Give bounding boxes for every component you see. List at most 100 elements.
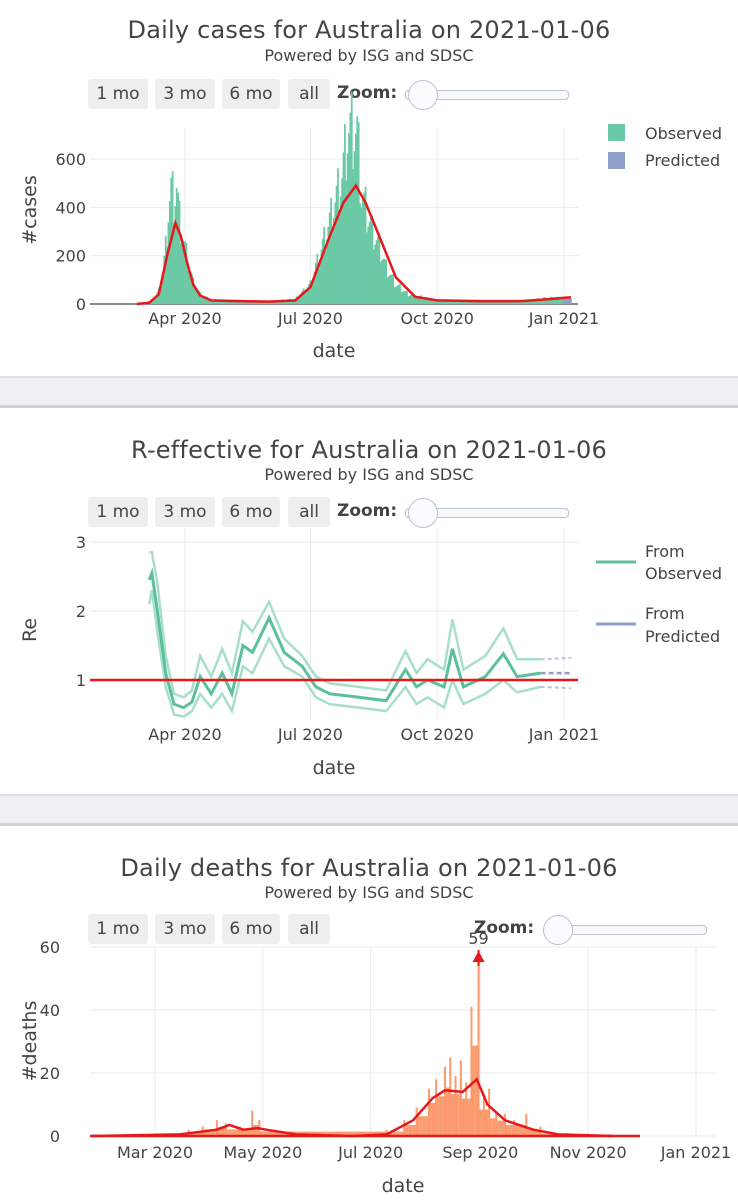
cases-bar: [159, 291, 162, 304]
deaths-bar: [520, 1124, 522, 1136]
cases-bar: [338, 213, 341, 304]
cases-chart-title: Daily cases for Australia on 2021-01-06: [127, 16, 611, 44]
cases-bar: [366, 232, 368, 304]
deaths-bar: [429, 1102, 432, 1136]
deaths-bar: [208, 1129, 211, 1136]
deaths-bar: [244, 1129, 247, 1136]
cases-bar: [397, 284, 400, 304]
reff-range-1mo-button[interactable]: 1 mo: [88, 497, 148, 527]
cases-bar: [250, 301, 253, 304]
cases-bar: [304, 293, 306, 304]
reff-predicted-upper-line: [540, 656, 571, 661]
cases-bar: [456, 301, 459, 304]
cases-bar: [306, 287, 309, 304]
cases-bar: [538, 300, 541, 304]
reff-legend-predicted-label-1: From: [645, 604, 685, 623]
cases-bar: [382, 259, 385, 304]
cases-bar: [428, 299, 430, 304]
cases-y-tick-label: 400: [55, 198, 86, 217]
cases-bar: [186, 270, 189, 304]
reff-range-3mo-button[interactable]: 3 mo: [155, 497, 215, 527]
cases-bar: [166, 246, 168, 304]
deaths-bar: [359, 1131, 361, 1136]
cases-bar: [262, 301, 265, 304]
cases-bar: [505, 301, 508, 304]
deaths-bar: [345, 1131, 347, 1136]
cases-bar: [490, 301, 492, 304]
deaths-bar: [490, 1118, 492, 1136]
cases-bar: [324, 251, 327, 304]
cases-range-6mo-button[interactable]: 6 mo: [222, 79, 280, 109]
deaths-bar: [249, 1129, 252, 1136]
deaths-bar: [445, 1087, 448, 1136]
cases-bar: [277, 301, 280, 304]
cases-bar: [429, 299, 432, 304]
cases-bar: [190, 273, 193, 304]
cases-bar: [237, 300, 240, 304]
reff-zoom-slider-handle[interactable]: [408, 498, 438, 528]
deaths-bar: [279, 1131, 282, 1136]
cases-bar: [182, 241, 185, 304]
cases-bar: [309, 280, 312, 304]
deaths-bar: [240, 1129, 243, 1136]
cases-bar: [349, 112, 352, 304]
cases-zoom-slider-track[interactable]: [405, 90, 569, 100]
reff-range-all-button[interactable]: all: [288, 497, 330, 527]
deaths-bar: [486, 1109, 489, 1136]
cases-bar: [437, 300, 440, 304]
cases-bar: [392, 274, 395, 304]
cases-bar: [513, 301, 516, 304]
deaths-range-all-button[interactable]: all: [288, 914, 330, 944]
deaths-bar: [521, 1124, 524, 1136]
cases-bar: [418, 295, 421, 304]
cases-bar: [215, 300, 218, 304]
cases-zoom-slider-handle[interactable]: [408, 80, 438, 110]
cases-bar: [177, 192, 180, 304]
cases-range-3mo-button[interactable]: 3 mo: [155, 79, 215, 109]
cases-legend-observed-label: Observed: [645, 124, 722, 143]
cases-bar: [458, 300, 461, 304]
deaths-bar: [350, 1131, 353, 1136]
reff-x-tick-label: Jul 2020: [277, 725, 343, 744]
deaths-range-3mo-button[interactable]: 3 mo: [155, 914, 215, 944]
cases-bar: [153, 299, 156, 304]
deaths-zoom-slider-handle[interactable]: [543, 915, 573, 945]
deaths-bar: [330, 1131, 333, 1136]
deaths-range-6mo-button[interactable]: 6 mo: [222, 914, 280, 944]
deaths-bar: [516, 1124, 519, 1136]
deaths-annotation-arrowhead: [472, 951, 485, 962]
cases-range-1mo-button[interactable]: 1 mo: [88, 79, 148, 109]
deaths-bar: [203, 1129, 206, 1136]
deaths-bar: [392, 1131, 395, 1136]
deaths-range-1mo-button[interactable]: 1 mo: [88, 914, 148, 944]
deaths-bar: [436, 1096, 439, 1136]
deaths-bar: [247, 1129, 250, 1136]
reff-predicted-lower-line: [540, 685, 571, 690]
cases-bar: [408, 295, 411, 304]
deaths-bar: [514, 1124, 517, 1136]
cases-bar: [477, 301, 480, 304]
reff-zoom-slider-track[interactable]: [405, 508, 569, 518]
deaths-bar: [215, 1120, 218, 1136]
deaths-bar: [263, 1131, 266, 1136]
deaths-bar: [482, 1098, 485, 1136]
deaths-bar: [512, 1120, 515, 1136]
deaths-bar: [424, 1116, 427, 1136]
cases-bar: [334, 202, 337, 304]
deaths-bar: [504, 1113, 507, 1136]
cases-range-all-button[interactable]: all: [288, 79, 330, 109]
deaths-bar: [413, 1124, 416, 1136]
cases-panel: Daily cases for Australia on 2021-01-06 …: [0, 0, 738, 376]
deaths-bar: [417, 1116, 420, 1136]
cases-bar: [235, 301, 237, 304]
cases-x-tick-label: Apr 2020: [148, 309, 221, 328]
deaths-bar: [353, 1131, 356, 1136]
cases-bar: [305, 290, 308, 304]
cases-bar: [466, 300, 469, 304]
cases-bar: [498, 301, 501, 304]
deaths-bar: [467, 1098, 469, 1136]
cases-bar: [523, 300, 525, 304]
reff-range-6mo-button[interactable]: 6 mo: [222, 497, 280, 527]
cases-bar: [181, 241, 184, 304]
cases-bar: [469, 301, 472, 304]
